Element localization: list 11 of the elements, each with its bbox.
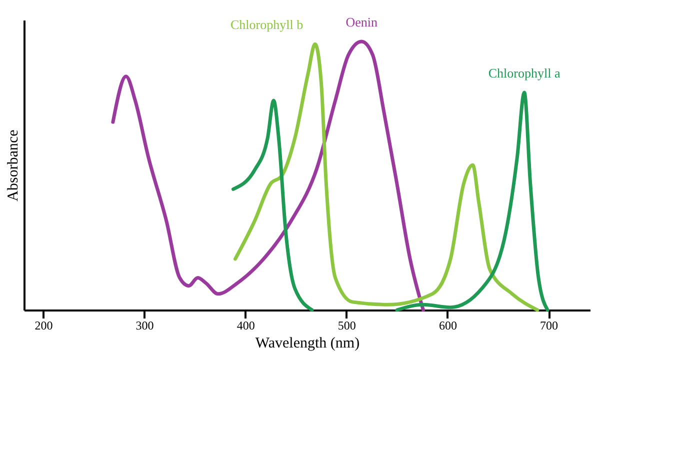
x-tick-label: 700 <box>540 318 558 332</box>
x-tick-label: 400 <box>236 318 255 332</box>
x-tick-label: 200 <box>34 318 53 332</box>
series-label: Chlorophyll b <box>230 17 304 32</box>
series-label: Oenin <box>346 14 378 30</box>
x-tick-label: 500 <box>338 318 356 332</box>
x-tick-label: 600 <box>438 318 457 332</box>
x-tick-label: 300 <box>136 318 154 332</box>
y-axis-title: Absorbance <box>6 129 22 202</box>
x-axis-title: Wavelength (nm) <box>255 336 360 352</box>
series-label: Chlorophyll a <box>488 66 560 80</box>
